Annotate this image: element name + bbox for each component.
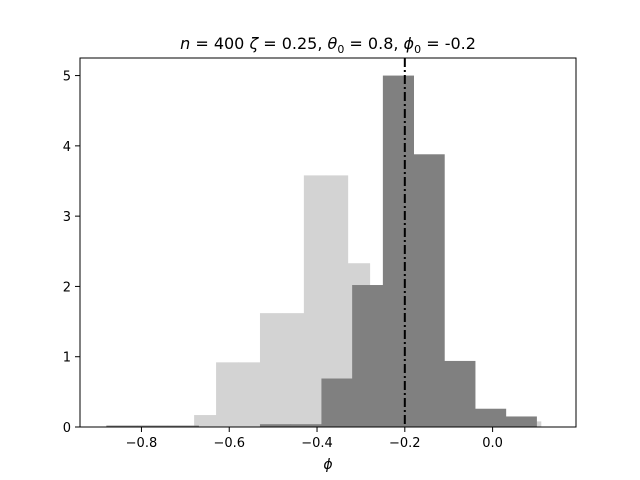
dark-bar-9: [382, 75, 414, 427]
light-bar-4: [281, 313, 305, 427]
dark-bar-11: [444, 360, 476, 427]
light-bar-5: [303, 175, 327, 427]
dark-bar-10: [413, 154, 445, 428]
y-tick-label-5: 5: [63, 70, 71, 85]
y-axis: 0 1 2 3 4 5: [63, 70, 80, 436]
y-tick-label-3: 3: [63, 210, 71, 225]
x-axis: −0.8 −0.6 −0.4 −0.2 0.0: [126, 427, 503, 451]
y-tick-label-4: 4: [63, 140, 71, 155]
y-tick-label-1: 1: [63, 351, 71, 366]
y-tick-label-0: 0: [63, 421, 71, 436]
x-tick-label-3: −0.2: [389, 436, 421, 451]
y-tick-label-2: 2: [63, 280, 71, 295]
chart-title: n = 400 ζ = 0.25, θ0 = 0.8, ϕ0 = -0.2: [180, 34, 476, 56]
dark-bar-7: [321, 378, 353, 427]
plot-frame: [79, 57, 577, 428]
light-bar-2: [238, 362, 261, 427]
light-bar-0: [194, 415, 217, 427]
light-bar-1: [216, 362, 239, 427]
dark-bar-1: [137, 425, 169, 427]
dark-bar-6: [290, 424, 322, 427]
x-axis-label: ϕ: [323, 457, 332, 473]
light-bar-6: [325, 175, 349, 427]
dark-bar-8: [352, 285, 384, 427]
dark-bar-2: [167, 425, 199, 427]
dark-bar-13: [505, 416, 537, 427]
x-tick-label-1: −0.6: [213, 436, 245, 451]
dark-bar-0: [106, 425, 138, 427]
dark-bar-5: [259, 424, 292, 427]
x-tick-label-0: −0.8: [126, 436, 158, 451]
x-tick-label-2: −0.4: [301, 436, 333, 451]
x-tick-label-4: 0.0: [482, 436, 503, 451]
light-bar-3: [259, 313, 283, 427]
dark-histogram-series: [106, 75, 537, 428]
dark-bar-12: [475, 408, 507, 427]
